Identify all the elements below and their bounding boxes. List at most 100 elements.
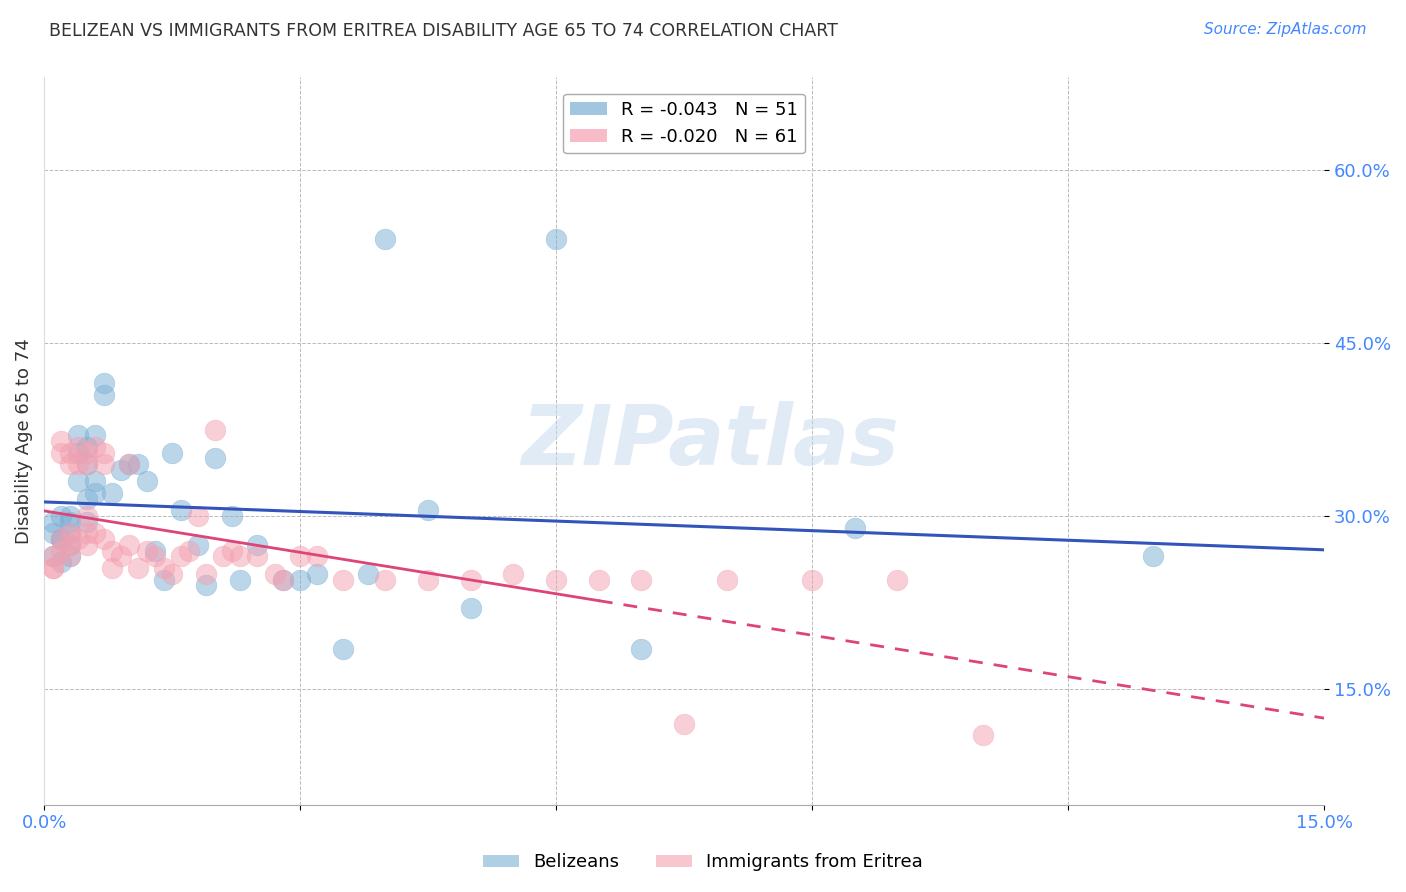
Point xyxy=(76,538,98,552)
Point xyxy=(332,573,354,587)
Point xyxy=(93,388,115,402)
Point xyxy=(886,573,908,587)
Point xyxy=(67,445,90,459)
Point xyxy=(135,543,157,558)
Point xyxy=(118,538,141,552)
Point xyxy=(41,549,63,564)
Point xyxy=(673,717,696,731)
Point xyxy=(127,561,149,575)
Point xyxy=(76,457,98,471)
Point xyxy=(630,641,652,656)
Point xyxy=(179,543,201,558)
Text: Source: ZipAtlas.com: Source: ZipAtlas.com xyxy=(1204,22,1367,37)
Point xyxy=(221,543,243,558)
Text: BELIZEAN VS IMMIGRANTS FROM ERITREA DISABILITY AGE 65 TO 74 CORRELATION CHART: BELIZEAN VS IMMIGRANTS FROM ERITREA DISA… xyxy=(49,22,838,40)
Point xyxy=(67,440,90,454)
Point xyxy=(84,475,107,489)
Point xyxy=(59,549,82,564)
Point xyxy=(271,573,294,587)
Point xyxy=(169,549,191,564)
Point xyxy=(76,491,98,506)
Point xyxy=(67,457,90,471)
Y-axis label: Disability Age 65 to 74: Disability Age 65 to 74 xyxy=(15,338,32,544)
Point xyxy=(93,457,115,471)
Point xyxy=(76,509,98,524)
Point xyxy=(152,561,174,575)
Point xyxy=(143,543,166,558)
Point xyxy=(76,515,98,529)
Point xyxy=(135,475,157,489)
Point xyxy=(288,549,311,564)
Point xyxy=(59,515,82,529)
Point xyxy=(59,457,82,471)
Point xyxy=(169,503,191,517)
Point xyxy=(1142,549,1164,564)
Point xyxy=(229,573,252,587)
Point xyxy=(195,578,218,592)
Point xyxy=(221,509,243,524)
Point xyxy=(51,543,73,558)
Point xyxy=(110,463,132,477)
Point xyxy=(502,566,524,581)
Point xyxy=(630,573,652,587)
Point xyxy=(263,566,285,581)
Point xyxy=(972,728,994,742)
Point xyxy=(204,451,226,466)
Point xyxy=(41,561,63,575)
Legend: R = -0.043   N = 51, R = -0.020   N = 61: R = -0.043 N = 51, R = -0.020 N = 61 xyxy=(564,94,806,153)
Point xyxy=(41,549,63,564)
Point xyxy=(59,526,82,541)
Point xyxy=(59,538,82,552)
Point xyxy=(801,573,824,587)
Point xyxy=(59,509,82,524)
Point xyxy=(101,486,124,500)
Point xyxy=(51,445,73,459)
Point xyxy=(118,457,141,471)
Point xyxy=(59,526,82,541)
Text: ZIPatlas: ZIPatlas xyxy=(520,401,898,482)
Point xyxy=(546,573,568,587)
Point xyxy=(67,428,90,442)
Point xyxy=(41,561,63,575)
Point xyxy=(374,573,396,587)
Point xyxy=(41,515,63,529)
Point xyxy=(716,573,738,587)
Point xyxy=(67,475,90,489)
Point xyxy=(84,526,107,541)
Point xyxy=(332,641,354,656)
Point xyxy=(246,538,269,552)
Point xyxy=(84,486,107,500)
Point xyxy=(271,573,294,587)
Point xyxy=(110,549,132,564)
Point xyxy=(101,561,124,575)
Point xyxy=(51,509,73,524)
Point xyxy=(152,573,174,587)
Point xyxy=(51,434,73,448)
Point xyxy=(288,573,311,587)
Point xyxy=(59,538,82,552)
Point xyxy=(357,566,380,581)
Point xyxy=(187,538,209,552)
Point xyxy=(76,445,98,459)
Point xyxy=(51,532,73,546)
Point xyxy=(187,509,209,524)
Legend: Belizeans, Immigrants from Eritrea: Belizeans, Immigrants from Eritrea xyxy=(475,847,931,879)
Point xyxy=(51,532,73,546)
Point xyxy=(84,440,107,454)
Point xyxy=(51,555,73,569)
Point xyxy=(93,376,115,391)
Point xyxy=(204,423,226,437)
Point xyxy=(416,503,439,517)
Point xyxy=(844,521,866,535)
Point xyxy=(76,457,98,471)
Point xyxy=(460,573,482,587)
Point xyxy=(460,601,482,615)
Point xyxy=(101,543,124,558)
Point xyxy=(307,549,329,564)
Point xyxy=(212,549,235,564)
Point xyxy=(195,566,218,581)
Point xyxy=(160,566,183,581)
Point xyxy=(160,445,183,459)
Point xyxy=(93,445,115,459)
Point xyxy=(229,549,252,564)
